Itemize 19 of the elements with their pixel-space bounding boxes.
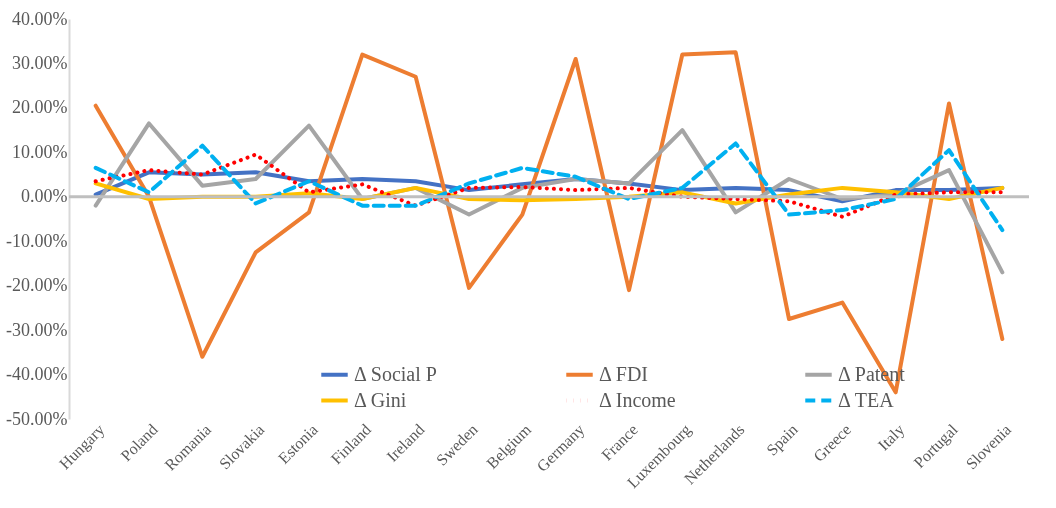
legend-label: Δ Income [599, 388, 676, 411]
legend-label: Δ Gini [354, 388, 407, 411]
legend-label: Δ Social P [354, 362, 437, 385]
y-tick-label: -30.00% [6, 319, 68, 340]
y-tick-label: -40.00% [6, 364, 68, 385]
y-tick-label: -20.00% [6, 275, 68, 296]
y-tick-label: 40.00% [12, 8, 68, 29]
y-tick-label: 20.00% [12, 97, 68, 118]
y-tick-label: 10.00% [12, 141, 68, 162]
legend-label: Δ TEA [838, 388, 895, 411]
x-tick-label: Italy [874, 420, 909, 455]
legend-label: Δ FDI [599, 362, 648, 385]
y-tick-label: -10.00% [6, 230, 68, 251]
y-tick-label: 30.00% [12, 52, 68, 73]
line-series [93, 152, 1005, 219]
y-tick-label: 0.00% [21, 186, 68, 207]
line-series [93, 50, 1005, 395]
line-series [93, 141, 1005, 233]
y-tick-label: -50.00% [6, 408, 68, 429]
